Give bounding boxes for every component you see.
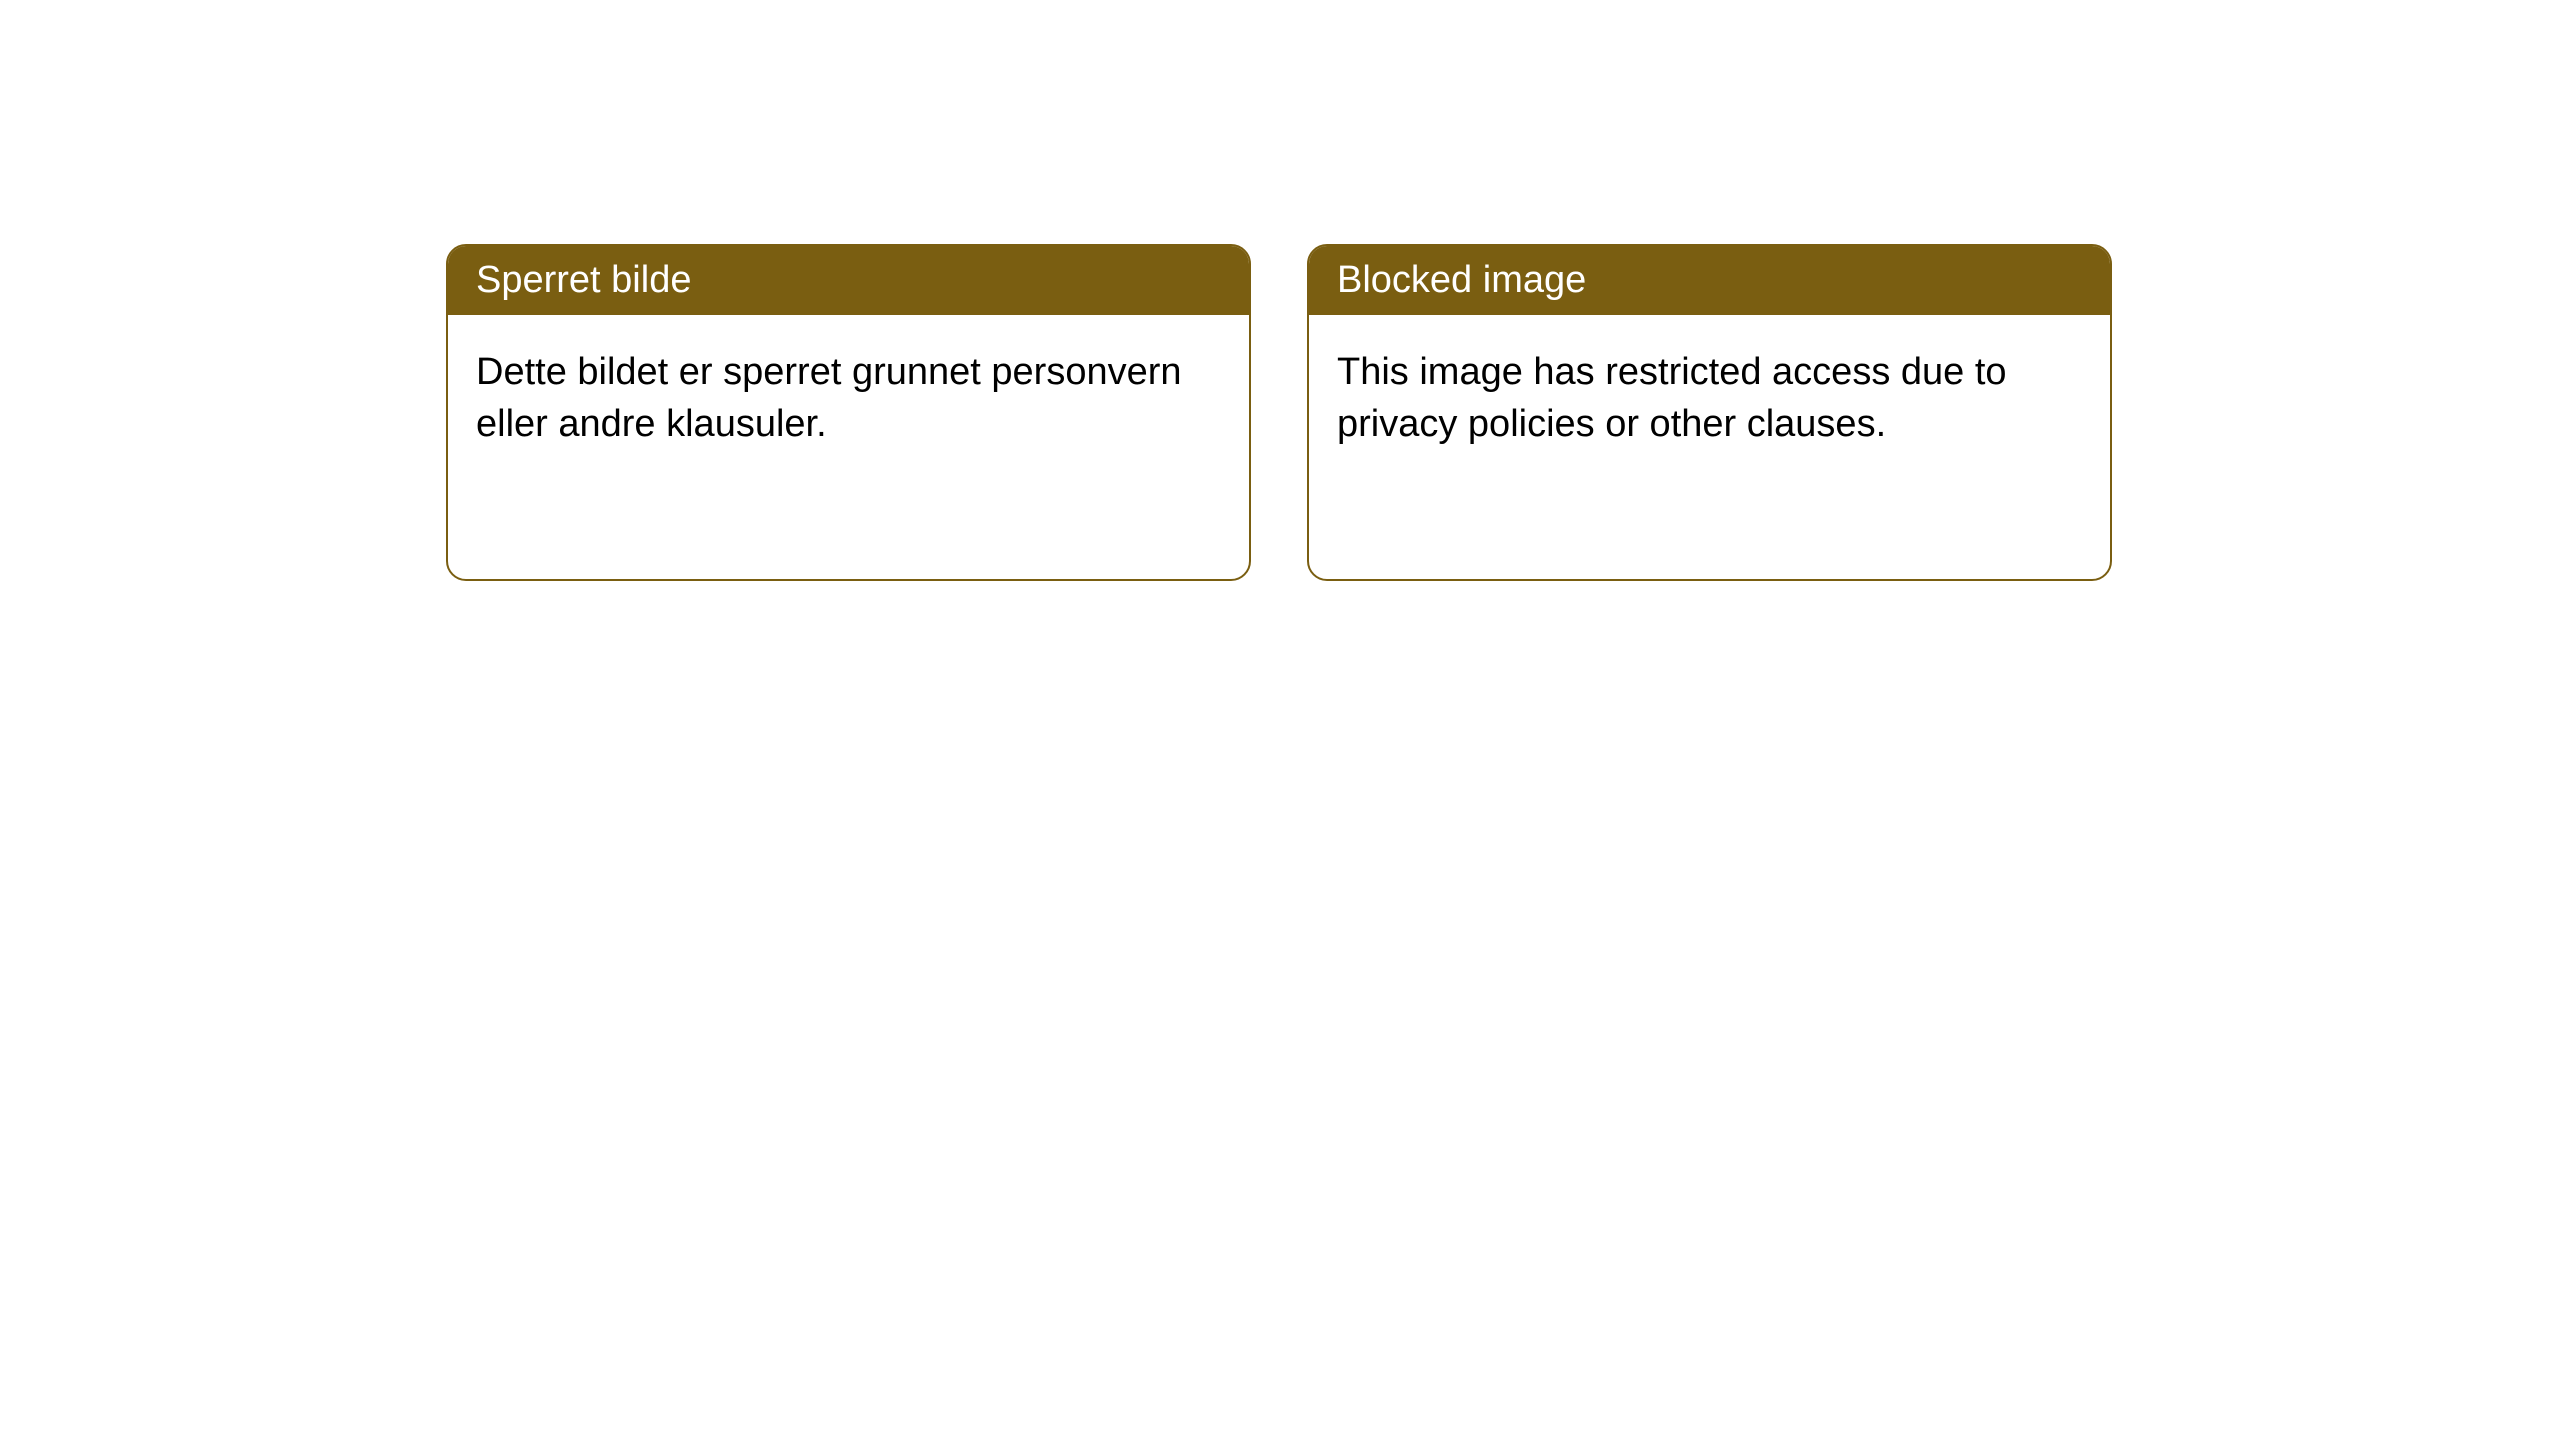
notice-body: Dette bildet er sperret grunnet personve… <box>448 315 1249 482</box>
notice-card-english: Blocked image This image has restricted … <box>1307 244 2112 581</box>
notice-text: This image has restricted access due to … <box>1337 351 2007 444</box>
notice-title: Sperret bilde <box>476 259 691 301</box>
notice-card-norwegian: Sperret bilde Dette bildet er sperret gr… <box>446 244 1251 581</box>
notice-body: This image has restricted access due to … <box>1309 315 2110 482</box>
notice-container: Sperret bilde Dette bildet er sperret gr… <box>446 244 2112 581</box>
notice-header: Blocked image <box>1309 246 2110 315</box>
notice-title: Blocked image <box>1337 259 1586 301</box>
notice-text: Dette bildet er sperret grunnet personve… <box>476 351 1182 444</box>
notice-header: Sperret bilde <box>448 246 1249 315</box>
